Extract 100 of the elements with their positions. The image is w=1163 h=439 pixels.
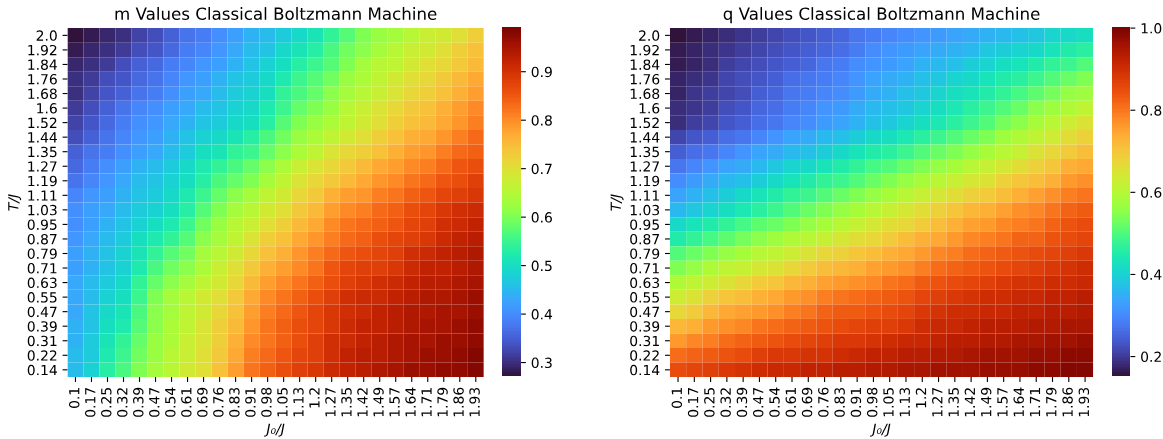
y-tick-label: 1.03 xyxy=(630,204,660,216)
y-tick-label: 0.95 xyxy=(27,219,57,230)
y-tick-label: 0.87 xyxy=(27,233,57,245)
y-tick-label: 0.22 xyxy=(630,350,659,361)
x-tick-label: 0.39 xyxy=(736,387,748,417)
y-tick-label: 0.31 xyxy=(630,335,659,347)
x-tick-label: 1.57 xyxy=(997,388,1008,417)
color-bar-label: 0.8 xyxy=(531,115,552,126)
x-tick-label: 0.47 xyxy=(149,388,160,417)
x-tick-label: 0.1 xyxy=(671,388,683,408)
x-tick-label: 1.42 xyxy=(964,388,975,417)
x-tick-label: 0.32 xyxy=(117,388,128,417)
x-tick-label: 1.27 xyxy=(325,388,336,417)
y-tick-label: 0.47 xyxy=(630,306,659,318)
color-bar-label: 0.3 xyxy=(531,357,552,369)
x-tick-label: 1.2 xyxy=(915,388,927,408)
x-tick-label: 1.79 xyxy=(437,387,448,417)
y-tick-label: 0.22 xyxy=(27,350,57,361)
y-tick-label: 1.19 xyxy=(28,175,57,187)
y-tick-label: 1.92 xyxy=(28,44,57,56)
x-tick-label: 0.1 xyxy=(68,388,80,408)
y-tick-label: 0.71 xyxy=(630,263,659,274)
color-bar-label: 0.6 xyxy=(531,212,552,223)
x-tick-label: 0.39 xyxy=(133,387,144,417)
x-tick-label: 1.93 xyxy=(1078,387,1090,417)
x-tick-label: 1.35 xyxy=(341,388,352,417)
x-tick-label: 0.25 xyxy=(101,388,112,417)
x-tick-label: 0.61 xyxy=(181,388,192,417)
color-bar-label: 0.8 xyxy=(1141,105,1162,116)
y-tick-label: 0.63 xyxy=(630,277,660,289)
y-tick-label: 0.79 xyxy=(630,248,660,259)
x-tick-label: 1.93 xyxy=(469,387,480,417)
color-bar-label: 0.4 xyxy=(1141,269,1162,280)
color-bar-label: 1.0 xyxy=(1141,23,1162,34)
y-tick-label: 0.14 xyxy=(27,364,57,376)
x-tick-label: 1.79 xyxy=(1046,387,1057,417)
x-tick-label: 1.05 xyxy=(883,388,894,417)
x-tick-label: 0.54 xyxy=(165,387,176,417)
y-tick-label: 0.55 xyxy=(630,292,659,303)
color-bar-label: 0.7 xyxy=(531,163,552,175)
y-tick-label: 1.52 xyxy=(630,117,659,129)
x-tick-label: 0.47 xyxy=(752,388,764,417)
x-tick-label: 1.13 xyxy=(899,387,911,417)
x-tick-label: 1.05 xyxy=(277,388,288,417)
x-tick-label: 1.57 xyxy=(389,388,400,417)
color-bar-label: 0.4 xyxy=(531,309,553,320)
x-tick-label: 1.49 xyxy=(373,387,384,417)
x-axis-title: J₀/J xyxy=(264,423,285,437)
color-bar-label: 0.5 xyxy=(531,260,552,272)
y-tick-label: 0.55 xyxy=(27,292,57,303)
x-tick-label: 1.35 xyxy=(948,388,959,417)
x-tick-label: 0.25 xyxy=(704,388,715,417)
x-tick-label: 0.76 xyxy=(213,387,224,417)
chart-title: q Values Classical Boltzmann Machine xyxy=(723,7,1040,24)
y-tick-label: 1.84 xyxy=(28,59,57,70)
x-tick-label: 1.71 xyxy=(421,388,432,417)
y-axis-title: T/J xyxy=(8,194,22,211)
y-tick-label: 1.92 xyxy=(630,44,659,56)
x-tick-label: 0.32 xyxy=(720,388,731,417)
y-tick-label: 1.03 xyxy=(28,204,57,216)
x-tick-label: 0.83 xyxy=(229,387,240,417)
y-tick-label: 1.52 xyxy=(28,117,57,129)
y-tick-label: 2.0 xyxy=(36,30,57,41)
y-tick-label: 1.35 xyxy=(28,146,57,158)
x-tick-label: 0.17 xyxy=(687,388,699,417)
color-bar-label: 0.2 xyxy=(1141,351,1161,363)
x-tick-label: 0.69 xyxy=(801,387,813,417)
x-tick-label: 0.17 xyxy=(85,388,96,417)
x-tick-label: 0.54 xyxy=(769,387,780,417)
color-bar-label: 0.9 xyxy=(531,66,552,78)
y-tick-label: 1.27 xyxy=(630,161,659,172)
x-tick-label: 1.2 xyxy=(309,388,320,408)
y-tick-label: 1.68 xyxy=(28,88,57,100)
x-tick-label: 0.76 xyxy=(818,387,829,417)
x-tick-label: 1.86 xyxy=(453,387,464,417)
y-tick-label: 0.39 xyxy=(27,321,57,332)
chart-title: m Values Classical Boltzmann Machine xyxy=(115,7,437,20)
x-tick-label: 0.61 xyxy=(785,388,797,417)
x-tick-label: 0.91 xyxy=(245,388,256,417)
y-tick-label: 1.27 xyxy=(28,161,57,172)
y-tick-label: 1.19 xyxy=(630,175,660,187)
x-tick-label: 1.86 xyxy=(1062,387,1073,417)
y-tick-label: 0.14 xyxy=(630,364,660,376)
x-axis-title: J₀/J xyxy=(870,423,891,437)
y-tick-label: 0.39 xyxy=(630,321,660,332)
y-tick-label: 0.31 xyxy=(27,335,57,347)
y-tick-label: 0.47 xyxy=(27,306,57,318)
y-tick-label: 0.63 xyxy=(27,277,57,289)
y-tick-label: 1.11 xyxy=(630,190,659,201)
x-tick-label: 1.42 xyxy=(357,388,368,417)
x-tick-label: 1.13 xyxy=(293,387,304,417)
x-tick-label: 0.83 xyxy=(834,387,845,417)
x-tick-label: 0.91 xyxy=(850,388,862,417)
y-tick-label: 1.76 xyxy=(28,73,57,85)
x-tick-label: 0.98 xyxy=(261,387,272,417)
x-tick-label: 0.69 xyxy=(197,387,208,417)
y-tick-label: 1.84 xyxy=(630,59,660,70)
y-tick-label: 0.71 xyxy=(27,263,57,274)
y-tick-label: 1.44 xyxy=(28,132,57,143)
y-tick-label: 0.95 xyxy=(630,219,659,230)
